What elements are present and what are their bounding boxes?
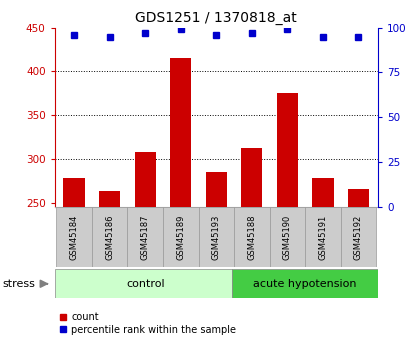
Bar xyxy=(199,207,234,267)
Text: GSM45191: GSM45191 xyxy=(318,215,328,260)
Text: GSM45184: GSM45184 xyxy=(70,215,79,260)
Bar xyxy=(55,269,232,298)
Bar xyxy=(163,207,199,267)
Text: GSM45187: GSM45187 xyxy=(141,215,150,260)
Bar xyxy=(277,93,298,207)
Bar xyxy=(63,178,85,207)
Legend: count, percentile rank within the sample: count, percentile rank within the sample xyxy=(60,312,236,335)
Bar xyxy=(170,58,192,207)
Bar xyxy=(234,207,270,267)
Bar xyxy=(241,148,262,207)
Text: GSM45186: GSM45186 xyxy=(105,215,114,260)
Text: GSM45189: GSM45189 xyxy=(176,215,185,260)
Text: GSM45192: GSM45192 xyxy=(354,215,363,260)
Bar xyxy=(99,191,121,207)
Bar xyxy=(134,152,156,207)
Text: GSM45193: GSM45193 xyxy=(212,215,221,260)
Text: control: control xyxy=(126,279,165,289)
Bar xyxy=(341,207,376,267)
Text: GSM45190: GSM45190 xyxy=(283,215,292,260)
Bar xyxy=(305,207,341,267)
Bar xyxy=(56,207,92,267)
Bar xyxy=(232,269,378,298)
Title: GDS1251 / 1370818_at: GDS1251 / 1370818_at xyxy=(135,11,297,25)
Text: acute hypotension: acute hypotension xyxy=(253,279,357,289)
Bar xyxy=(206,172,227,207)
Bar xyxy=(270,207,305,267)
Bar xyxy=(348,189,369,207)
Text: GSM45188: GSM45188 xyxy=(247,215,256,260)
Bar xyxy=(127,207,163,267)
Bar xyxy=(92,207,127,267)
Bar xyxy=(312,178,333,207)
Text: stress: stress xyxy=(2,279,35,289)
